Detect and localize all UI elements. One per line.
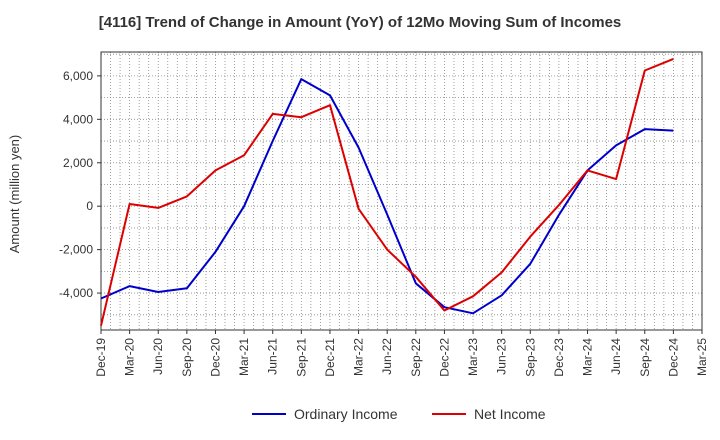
x-tick-label: Jun-24 [609, 338, 623, 375]
legend-label-ordinary-income: Ordinary Income [294, 406, 398, 422]
x-tick-label: Mar-23 [466, 338, 480, 376]
y-axis-title: Amount (million yen) [7, 135, 22, 254]
x-tick-label: Sep-20 [180, 338, 194, 377]
x-tick-label: Mar-20 [123, 338, 137, 376]
x-tick-label: Sep-21 [294, 338, 308, 377]
y-tick-label: 2,000 [63, 156, 93, 170]
y-tick-label: -4,000 [59, 286, 93, 300]
chart-title: [4116] Trend of Change in Amount (YoY) o… [98, 14, 622, 31]
x-tick-label: Mar-24 [581, 338, 595, 376]
plot-area-border [100, 51, 703, 331]
x-tick-label: Jun-21 [266, 338, 280, 375]
x-tick-label: Dec-21 [323, 338, 337, 377]
y-tick-label: 4,000 [63, 112, 93, 126]
y-tick-label: -2,000 [59, 243, 93, 257]
y-tick-label: 6,000 [63, 69, 93, 83]
x-tick-label: Jun-23 [495, 338, 509, 375]
x-tick-label: Dec-22 [437, 338, 451, 377]
x-tick-label: Dec-24 [666, 338, 680, 377]
x-tick-label: Jun-20 [151, 338, 165, 375]
y-tick-label: 0 [86, 199, 93, 213]
x-tick-label: Mar-21 [237, 338, 251, 376]
x-tick-label: Mar-25 [695, 338, 709, 376]
x-tick-label: Dec-19 [94, 338, 108, 377]
x-tick-label: Sep-22 [409, 338, 423, 377]
x-tick-label: Sep-24 [638, 338, 652, 377]
x-tick-label: Dec-20 [208, 338, 222, 377]
x-tick-label: Mar-22 [352, 338, 366, 376]
x-tick-label: Sep-23 [523, 338, 537, 377]
legend-label-net-income: Net Income [474, 406, 546, 422]
x-tick-label: Dec-23 [552, 338, 566, 377]
series-line-ordinary-income [100, 78, 674, 315]
series-line-net-income [100, 57, 674, 326]
x-tick-label: Jun-22 [380, 338, 394, 375]
